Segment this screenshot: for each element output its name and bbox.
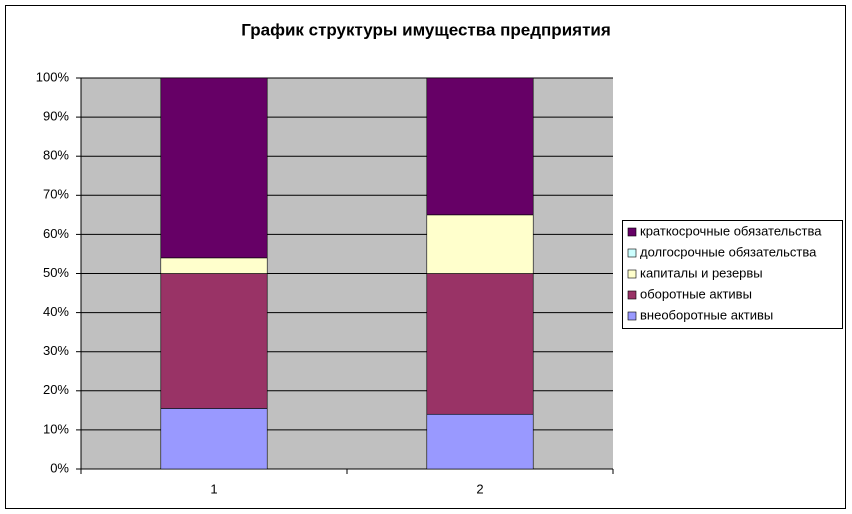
legend-swatch xyxy=(627,227,637,237)
bar-segment xyxy=(160,273,268,409)
legend-label: краткосрочные обязательства xyxy=(640,223,822,238)
y-tick-label: 10% xyxy=(43,421,69,436)
bar-segment xyxy=(160,77,268,259)
bar-segment xyxy=(426,413,534,470)
legend-swatch xyxy=(627,269,637,279)
x-tick-label: 1 xyxy=(210,481,217,496)
y-tick-label: 0% xyxy=(50,460,69,475)
bar-segment xyxy=(426,77,534,216)
legend-swatch xyxy=(627,248,637,258)
legend-label: внеоборотные активы xyxy=(640,307,773,322)
y-tick-label: 60% xyxy=(43,226,69,241)
bar-segment xyxy=(160,408,268,470)
y-tick-label: 80% xyxy=(43,148,69,163)
legend xyxy=(622,220,843,329)
y-tick-label: 40% xyxy=(43,304,69,319)
y-tick-label: 100% xyxy=(36,69,70,84)
x-tick-label: 2 xyxy=(476,481,483,496)
y-tick-label: 70% xyxy=(43,187,69,202)
y-tick-label: 20% xyxy=(43,382,69,397)
bar-segment xyxy=(426,273,534,415)
bar-segment xyxy=(160,257,268,274)
legend-label: долгосрочные обязательства xyxy=(640,244,817,259)
y-tick-label: 30% xyxy=(43,343,69,358)
chart-title: График структуры имущества предприятия xyxy=(241,20,611,39)
legend-swatch xyxy=(627,311,637,321)
legend-swatch xyxy=(627,290,637,300)
bar-segment xyxy=(426,214,534,274)
y-tick-label: 90% xyxy=(43,109,69,124)
y-tick-label: 50% xyxy=(43,265,69,280)
legend-label: оборотные активы xyxy=(640,286,752,301)
legend-label: капиталы и резервы xyxy=(640,265,763,280)
